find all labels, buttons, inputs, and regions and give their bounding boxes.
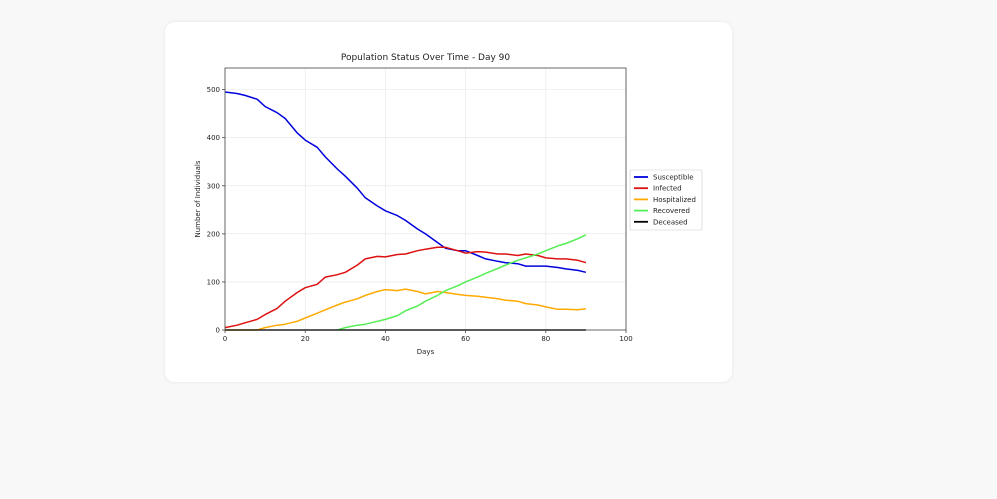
y-tick-label: 0 — [216, 327, 220, 335]
x-tick-label: 80 — [541, 335, 550, 343]
plot-area — [225, 68, 626, 330]
x-tick-label: 40 — [381, 335, 390, 343]
series-line-hospitalized — [225, 288, 586, 331]
series-line-infected — [224, 246, 587, 329]
series-line-recovered — [337, 234, 587, 331]
legend-label-susceptible: Susceptible — [653, 174, 694, 182]
x-tick-label: 60 — [461, 335, 470, 343]
legend-label-recovered: Recovered — [653, 207, 690, 215]
x-tick-label: 20 — [301, 335, 310, 343]
x-tick-label: 100 — [619, 335, 632, 343]
legend-label-infected: Infected — [653, 185, 682, 193]
chart-title: Population Status Over Time - Day 90 — [341, 53, 511, 63]
y-tick-label: 100 — [207, 278, 220, 286]
x-tick-label: 0 — [223, 335, 227, 343]
legend-label-deceased: Deceased — [653, 218, 688, 226]
chart-svg: 0 20 40 60 80 100 0 100 200 300 400 500 Population S… — [194, 53, 703, 356]
chart-card: 0 20 40 60 80 100 0 100 200 300 400 500 Population S… — [165, 22, 732, 382]
y-axis-label: Number of Individuals — [194, 160, 202, 237]
legend-box — [629, 169, 703, 231]
legend-label-hospitalized: Hospitalized — [653, 196, 696, 204]
y-tick-label: 400 — [207, 134, 220, 142]
plot-frame — [224, 67, 627, 331]
y-tick-label: 300 — [207, 182, 220, 190]
y-tick-label: 500 — [207, 86, 220, 94]
x-axis-label: Days — [417, 348, 435, 356]
y-tick-label: 200 — [207, 230, 220, 238]
series-line-susceptible — [224, 91, 587, 274]
